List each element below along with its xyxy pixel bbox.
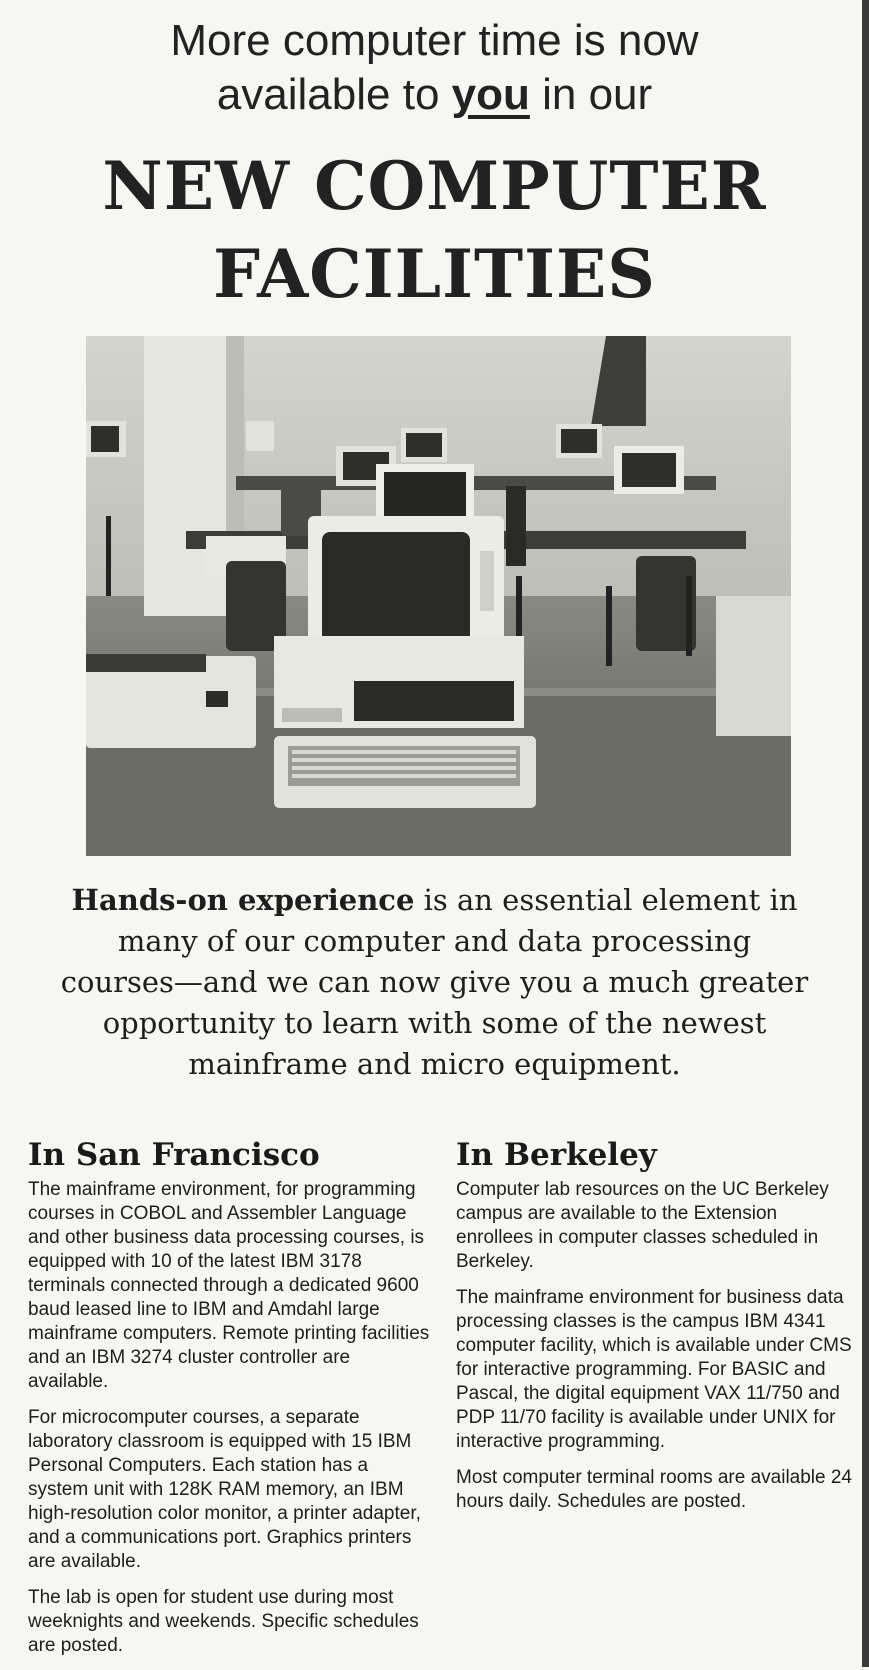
intro-paragraph: Hands-on experience is an essential elem… xyxy=(60,880,809,1085)
sf-mainframe-paragraph: The mainframe environment, for programmi… xyxy=(28,1179,430,1392)
sf-lab-hours-paragraph: The lab is open for student use during m… xyxy=(28,1587,419,1656)
intro-headline: More computer time is now available to y… xyxy=(0,14,869,122)
intro-line-2-start: available to xyxy=(216,70,452,119)
main-title-line-2: FACILITIES xyxy=(213,235,656,313)
berkeley-hours-paragraph: Most computer terminal rooms are availab… xyxy=(456,1467,853,1512)
emphasis-you: you xyxy=(451,70,530,119)
main-title-line-1: NEW COMPUTER xyxy=(102,147,767,225)
intro-line-2: available to you in our xyxy=(0,68,869,122)
berkeley-column: In Berkeley Computer lab resources on th… xyxy=(456,1136,856,1526)
san-francisco-heading: In San Francisco xyxy=(28,1137,320,1173)
berkeley-resources-paragraph: Computer lab resources on the UC Berkele… xyxy=(456,1179,829,1272)
main-title: NEW COMPUTER FACILITIES xyxy=(0,142,869,318)
sf-microcomputer-paragraph: For microcomputer courses, a separate la… xyxy=(28,1407,421,1572)
intro-emphasis: Hands-on experience xyxy=(71,883,415,917)
intro-text: is an essential element in many of our c… xyxy=(60,883,809,1081)
berkeley-heading: In Berkeley xyxy=(456,1137,657,1173)
san-francisco-column: In San Francisco The mainframe environme… xyxy=(28,1136,433,1670)
scan-edge xyxy=(862,0,869,1667)
intro-line-1: More computer time is now xyxy=(170,16,699,65)
intro-line-2-end: in our xyxy=(529,70,653,119)
computer-lab-photo xyxy=(86,336,791,856)
berkeley-mainframe-paragraph: The mainframe environment for business d… xyxy=(456,1287,852,1452)
